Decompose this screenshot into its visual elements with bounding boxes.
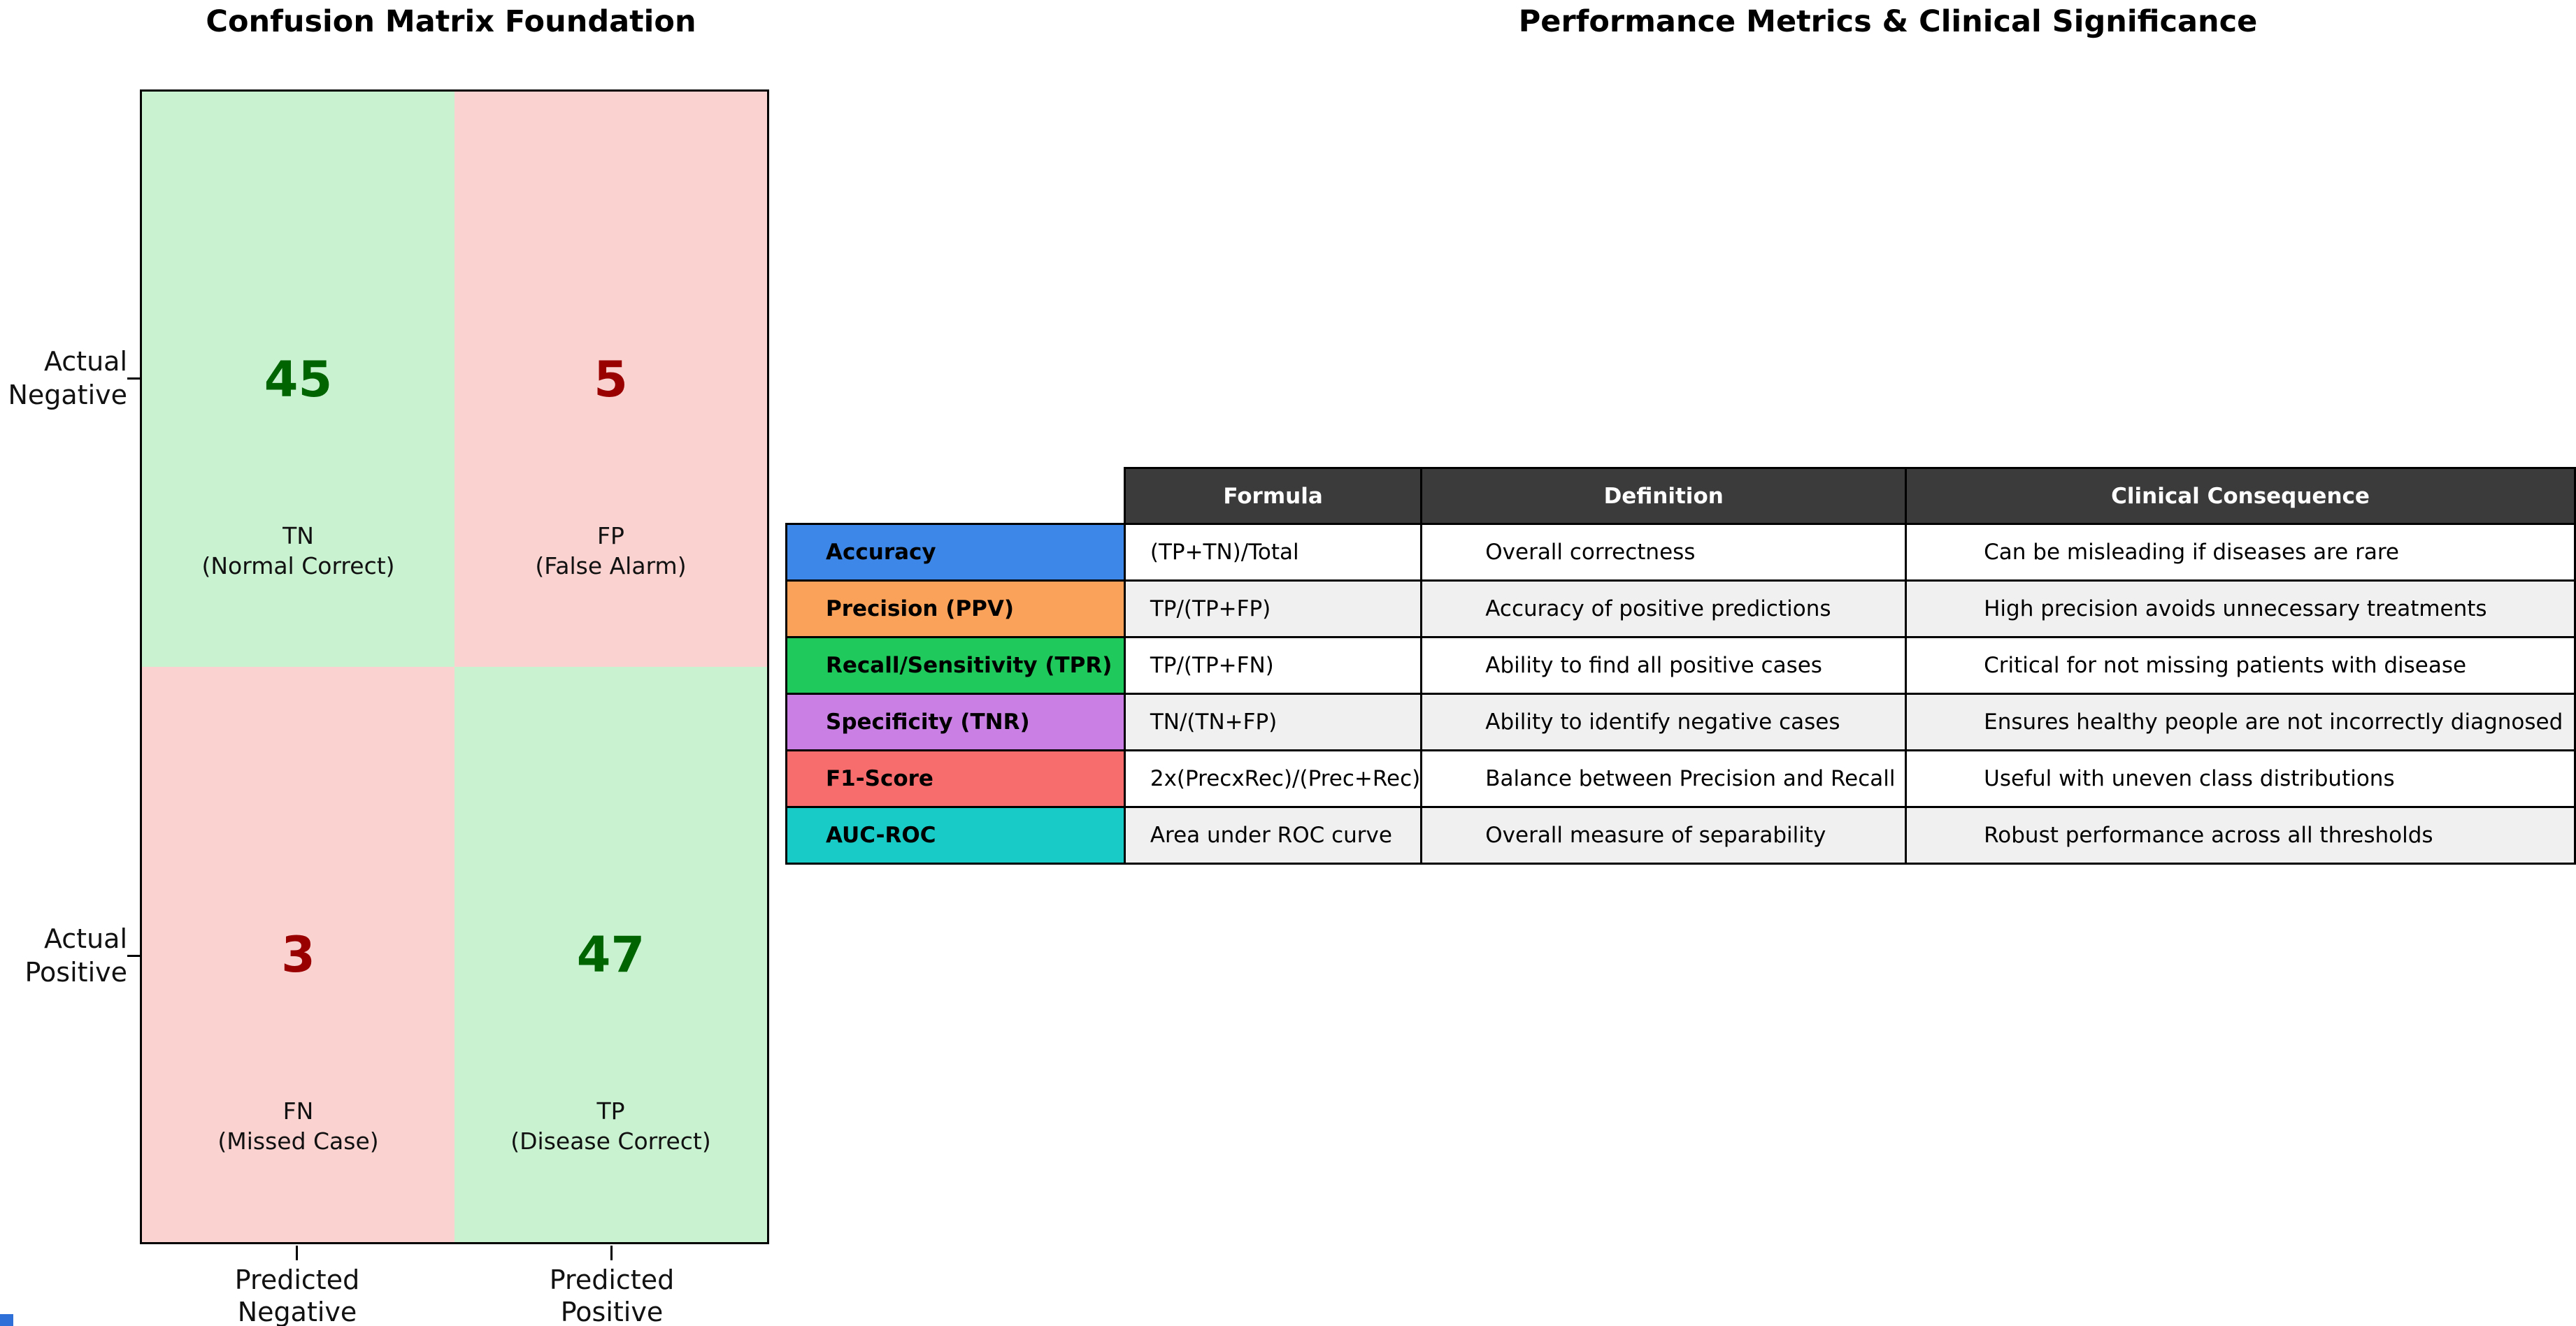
metric-cell-f1-score: F1-Score [785,749,1126,808]
x-label-line: Positive [560,1297,664,1326]
metric-cell-recall: Recall/Sensitivity (TPR) [785,636,1126,695]
consequence-cell: Ensures healthy people are not incorrect… [1905,693,2576,751]
y-tick-mark [127,377,140,380]
metric-cell-specificity: Specificity (TNR) [785,693,1126,751]
formula-cell: 2x(PrecxRec)/(Prec+Rec) [1123,749,1423,808]
definition-cell: Overall measure of separability [1420,806,1908,865]
x-axis-label-predicted-negative: Predicted Negative [235,1264,359,1326]
cm-cell-fp: 5 FP (False Alarm) [455,92,767,667]
y-label-line: Actual [43,923,127,954]
metric-row-specificity: Specificity (TNR) TN/(TN+FP) Ability to … [785,693,2576,751]
consequence-cell: Critical for not missing patients with d… [1905,636,2576,695]
header-formula: Formula [1123,467,1423,525]
x-label-line: Predicted [234,1264,360,1295]
cm-label-fp: FP (False Alarm) [535,522,686,582]
cm-value-fp: 5 [594,350,628,408]
cm-cell-tp: 47 TP (Disease Correct) [455,667,767,1242]
metric-row-recall: Recall/Sensitivity (TPR) TP/(TP+FN) Abil… [785,636,2576,695]
confusion-matrix-title: Confusion Matrix Foundation [206,4,696,39]
formula-cell: Area under ROC curve [1123,806,1423,865]
metric-row-auc-roc: AUC-ROC Area under ROC curve Overall mea… [785,806,2576,865]
performance-metrics-title: Performance Metrics & Clinical Significa… [1518,4,2258,39]
formula-cell: TP/(TP+FN) [1123,636,1423,695]
cm-value-tn: 45 [264,350,333,408]
table-header-row: Formula Definition Clinical Consequence [787,467,2576,525]
y-label-line: Negative [8,379,127,410]
definition-cell: Ability to identify negative cases [1420,693,1908,751]
formula-cell: (TP+TN)/Total [1123,523,1423,582]
definition-cell: Balance between Precision and Recall [1420,749,1908,808]
cm-desc-tn: (Normal Correct) [201,552,395,580]
x-label-line: Negative [237,1297,357,1326]
corner-blue-mark [0,1314,13,1326]
cm-label-fn: FN (Missed Case) [217,1097,378,1158]
y-axis-label-actual-negative: Actual Negative [0,345,127,412]
x-tick-mark [296,1246,298,1260]
cm-label-tn: TN (Normal Correct) [201,522,394,582]
x-axis-label-predicted-positive: Predicted Positive [550,1264,674,1326]
consequence-cell: High precision avoids unnecessary treatm… [1905,579,2576,638]
y-label-line: Positive [24,956,128,988]
consequence-cell: Can be misleading if diseases are rare [1905,523,2576,582]
y-tick-mark [127,955,140,957]
cm-abbr-fn: FN [282,1097,314,1125]
metric-cell-auc-roc: AUC-ROC [785,806,1126,865]
metric-row-precision: Precision (PPV) TP/(TP+FP) Accuracy of p… [785,579,2576,638]
definition-cell: Overall correctness [1420,523,1908,582]
header-definition: Definition [1420,467,1908,525]
cm-abbr-tp: TP [596,1097,625,1125]
definition-cell: Ability to find all positive cases [1420,636,1908,695]
definition-cell: Accuracy of positive predictions [1420,579,1908,638]
x-label-line: Predicted [549,1264,675,1295]
formula-cell: TP/(TP+FP) [1123,579,1423,638]
consequence-cell: Robust performance across all thresholds [1905,806,2576,865]
metric-cell-accuracy: Accuracy [785,523,1126,582]
header-clinical-consequence: Clinical Consequence [1905,467,2576,525]
cm-desc-tp: (Disease Correct) [510,1127,711,1155]
cm-value-fn: 3 [281,925,315,983]
metrics-table: Formula Definition Clinical Consequence … [785,467,2576,865]
metric-row-accuracy: Accuracy (TP+TN)/Total Overall correctne… [785,523,2576,582]
confusion-matrix: 45 TN (Normal Correct) 5 FP (False Alarm) … [140,89,769,1244]
consequence-cell: Useful with uneven class distributions [1905,749,2576,808]
cm-cell-fn: 3 FN (Missed Case) [142,667,455,1242]
cm-desc-fn: (Missed Case) [217,1127,379,1155]
x-tick-mark [610,1246,613,1260]
cm-abbr-tn: TN [282,522,314,550]
y-axis-label-actual-positive: Actual Positive [0,923,128,989]
y-label-line: Actual [43,346,127,377]
cm-abbr-fp: FP [597,522,624,550]
metric-cell-precision: Precision (PPV) [785,579,1126,638]
cm-label-tp: TP (Disease Correct) [510,1097,710,1158]
table-corner-cell [787,468,1125,524]
cm-desc-fp: (False Alarm) [535,552,687,580]
cm-cell-tn: 45 TN (Normal Correct) [142,92,455,667]
formula-cell: TN/(TN+FP) [1123,693,1423,751]
metric-row-f1-score: F1-Score 2x(PrecxRec)/(Prec+Rec) Balance… [785,749,2576,808]
cm-value-tp: 47 [576,925,645,983]
